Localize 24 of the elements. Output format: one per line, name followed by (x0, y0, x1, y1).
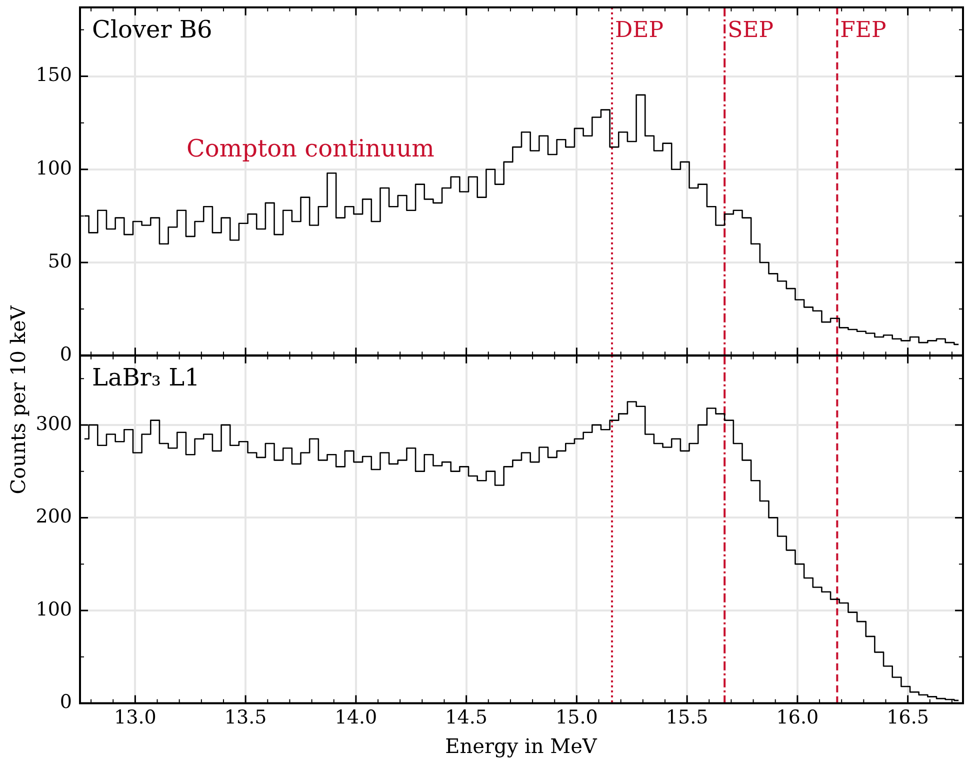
ref-line-label: DEP (615, 18, 664, 43)
x-tick-label: 16.0 (776, 706, 819, 728)
x-tick-label: 15.5 (666, 706, 708, 728)
chart-title: LaBr₃ L1 (92, 363, 200, 392)
y-tick-label: 200 (36, 505, 72, 528)
ref-line-label: FEP (840, 18, 886, 43)
y-tick-label: 150 (36, 64, 72, 86)
chart-title: Clover B6 (92, 15, 212, 44)
x-tick-label: 16.5 (886, 706, 929, 728)
x-tick-label: 14.0 (334, 706, 378, 728)
y-tick-label: 100 (36, 156, 72, 179)
x-tick-label: 13.0 (114, 706, 156, 728)
y-tick-label: 100 (36, 598, 72, 620)
y-axis-title: Counts per 10 keV (6, 306, 30, 494)
x-tick-label: 14.5 (445, 706, 488, 728)
x-axis-title: Energy in MeV (445, 734, 597, 758)
y-tick-label: 0 (60, 690, 72, 713)
y-tick-label: 0 (60, 343, 72, 366)
y-tick-label: 50 (48, 250, 72, 272)
ref-line-label: SEP (728, 18, 774, 43)
y-tick-label: 300 (36, 412, 72, 434)
x-tick-label: 15.0 (556, 706, 598, 728)
annotation: Compton continuum (186, 134, 435, 162)
x-tick-label: 13.5 (224, 706, 267, 728)
